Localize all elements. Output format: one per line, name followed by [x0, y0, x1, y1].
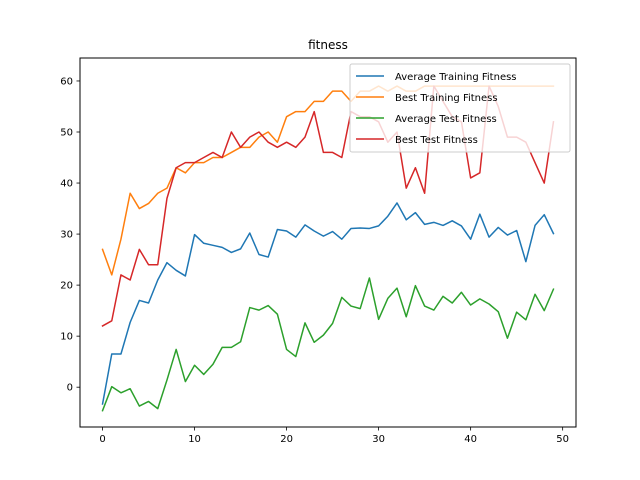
y-tick-label: 50: [60, 128, 73, 139]
y-tick-label: 40: [60, 179, 73, 190]
series-line-0: [101, 202, 555, 405]
plot-frame: [79, 57, 577, 428]
legend-label-3: Best Test Fitness: [395, 135, 478, 146]
legend-frame: [349, 63, 571, 153]
y-tick-label: 0: [67, 383, 73, 394]
x-tick-label: 50: [556, 434, 569, 445]
y-axis: 0 10 20 30 40 50 60: [60, 76, 80, 394]
chart-title: fitness: [308, 38, 348, 52]
x-axis: 0 10 20 30 40 50: [99, 427, 569, 445]
y-tick-label: 60: [60, 76, 73, 87]
legend-label-1: Best Training Fitness: [395, 93, 498, 104]
y-tick-label: 30: [60, 230, 73, 241]
legend: Average Training Fitness Best Training Fi…: [349, 63, 571, 153]
x-tick-label: 0: [99, 434, 105, 445]
x-tick-label: 10: [188, 434, 201, 445]
y-tick-label: 10: [60, 332, 73, 343]
x-tick-label: 30: [372, 434, 385, 445]
x-tick-label: 20: [280, 434, 293, 445]
x-tick-label: 40: [464, 434, 477, 445]
series-line-3: [101, 85, 555, 327]
legend-label-2: Average Test Fitness: [395, 114, 497, 125]
y-tick-label: 20: [60, 281, 73, 292]
plot-lines: [101, 85, 555, 412]
series-line-2: [101, 277, 555, 412]
legend-label-0: Average Training Fitness: [395, 72, 517, 83]
